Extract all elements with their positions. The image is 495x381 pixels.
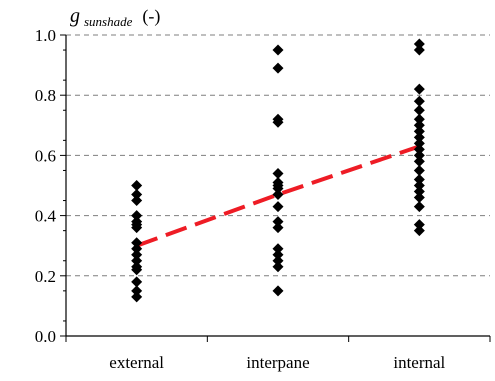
data-points — [131, 38, 425, 303]
data-point — [413, 192, 425, 204]
data-point — [272, 44, 284, 56]
y-tick-label: 1.0 — [35, 26, 56, 45]
y-tick-label: 0.0 — [35, 327, 56, 346]
data-point — [413, 104, 425, 116]
data-point — [413, 137, 425, 149]
y-axis-symbol: g — [70, 5, 80, 27]
data-point — [413, 164, 425, 176]
data-point — [272, 285, 284, 297]
y-axis-title: g sunshade (-) — [70, 5, 160, 30]
data-point — [272, 167, 284, 179]
data-point — [413, 225, 425, 237]
data-point — [131, 255, 143, 267]
y-axis-unit: (-) — [142, 6, 160, 27]
data-point — [131, 195, 143, 207]
axes — [60, 34, 491, 342]
data-point — [131, 210, 143, 222]
y-tick-label: 0.2 — [35, 267, 56, 286]
y-tick-label: 0.4 — [35, 207, 57, 226]
data-point — [131, 264, 143, 276]
data-point — [413, 143, 425, 155]
data-point — [131, 243, 143, 255]
data-point — [272, 261, 284, 273]
data-point — [413, 95, 425, 107]
data-point — [413, 219, 425, 231]
data-point — [131, 222, 143, 234]
data-point — [413, 149, 425, 161]
y-axis-subscript: sunshade — [84, 14, 133, 29]
data-point — [131, 189, 143, 201]
x-category-label: internal — [393, 353, 445, 372]
data-point — [413, 180, 425, 191]
x-category-label: external — [109, 353, 164, 372]
x-category-label: interpane — [246, 353, 309, 372]
data-point — [413, 38, 425, 50]
y-tick-label: 0.8 — [35, 86, 56, 105]
data-point — [272, 222, 284, 234]
data-point — [131, 237, 143, 249]
data-point — [272, 116, 284, 128]
data-point — [131, 180, 143, 191]
data-point — [413, 186, 425, 198]
data-point — [413, 173, 425, 185]
data-point — [413, 201, 425, 213]
trend-line-group — [135, 144, 420, 248]
data-point — [272, 183, 284, 195]
trend-line — [135, 144, 420, 248]
data-point — [413, 44, 425, 56]
data-point — [131, 291, 143, 303]
data-point — [272, 243, 284, 255]
data-point — [413, 83, 425, 95]
data-point — [131, 285, 143, 297]
data-point — [272, 189, 284, 201]
data-point — [131, 249, 143, 261]
data-point — [131, 276, 143, 288]
axis-labels: 0.0 0.2 0.4 0.6 0.8 1.0 external interpane inter… — [35, 26, 446, 372]
data-point — [272, 201, 284, 213]
data-point — [272, 249, 284, 261]
data-point — [413, 155, 425, 167]
data-point — [272, 255, 284, 267]
data-point — [272, 216, 284, 228]
data-point — [413, 125, 425, 137]
data-point — [272, 62, 284, 74]
data-point — [413, 119, 425, 131]
y-tick-label: 0.6 — [35, 146, 56, 165]
data-point — [413, 131, 425, 143]
data-point — [413, 113, 425, 125]
